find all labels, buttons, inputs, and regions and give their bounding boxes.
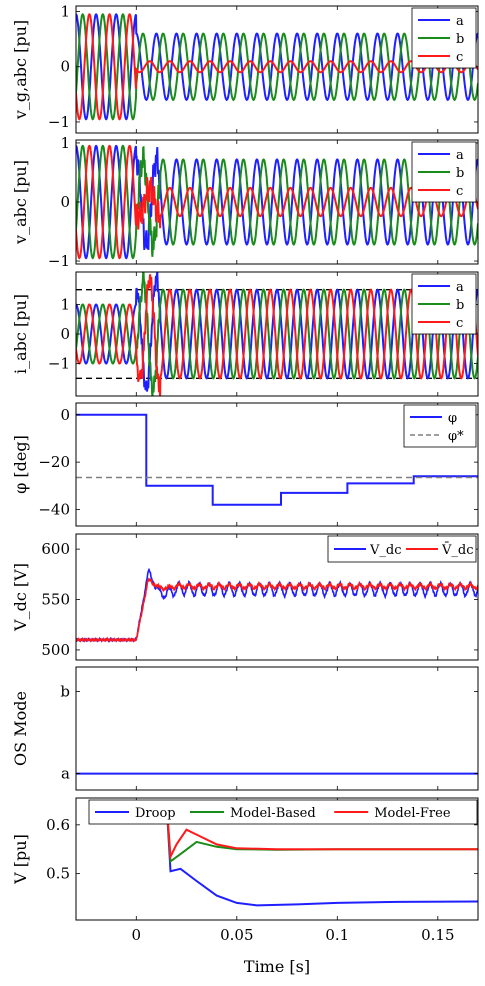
legend-label: φ* [448, 429, 464, 444]
plot-frame [75, 402, 479, 527]
y-tick-label: 0 [60, 406, 70, 424]
y-tick-label: b [60, 683, 70, 701]
series-Droop-line-0 [165, 800, 478, 907]
y-tick-label: 600 [41, 540, 70, 558]
plot-area [76, 144, 478, 260]
plot-area [76, 413, 478, 506]
series-b-line-1 [76, 13, 478, 121]
y-tick-label: −1 [48, 355, 70, 373]
y-axis-label-3: φ [deg] [11, 435, 30, 494]
panel-4: 500 550 600 V_dc V̄_dc [41, 533, 479, 661]
legend [88, 799, 478, 825]
y-tick-label: 0.6 [46, 816, 70, 834]
plot-frame [75, 666, 479, 791]
plot-area [76, 272, 478, 396]
panel-0: −1 0 1 abc [48, 3, 479, 134]
y-axis-label-4: V_dc [V] [11, 563, 30, 632]
legend [403, 404, 477, 448]
y-axis-label-1: v_abc [pu] [11, 160, 30, 245]
series--line-0 [76, 413, 478, 506]
plot-area [165, 800, 478, 907]
series-c-line-2 [76, 13, 478, 121]
plot-area [76, 13, 478, 121]
panel-5: ab [60, 666, 479, 791]
x-tick-label: 0.1 [325, 926, 349, 944]
y-tick-label: −1 [48, 252, 70, 270]
x-tick-label: 0 [132, 926, 142, 944]
legend-label: Model-Based [230, 806, 316, 821]
y-tick-label: a [61, 765, 70, 783]
series-ModelFree-line-2 [165, 800, 478, 861]
legend-label: c [456, 184, 463, 199]
x-tick-label: 0.05 [220, 926, 253, 944]
panel-6: 0.5 0.6 Droop Model-Based Model-Free [46, 797, 479, 921]
y-tick-label: 1 [60, 3, 70, 21]
series-c-line-2 [76, 144, 478, 260]
y-axis-label-2: i_abc [pu] [11, 294, 30, 374]
legend-label: a [456, 280, 464, 295]
x-tick-label: 0.15 [421, 926, 454, 944]
legend-label: a [456, 148, 464, 163]
x-axis-label: Time [s] [244, 957, 310, 976]
y-tick-label: −20 [38, 453, 70, 471]
legend-label: b [456, 166, 464, 181]
series-Vdc-line-0 [76, 567, 478, 643]
y-axis-label-5: OS Mode [11, 691, 30, 766]
legend-label: Droop [135, 806, 176, 821]
y-tick-label: 0.5 [46, 865, 70, 883]
plot-frame [75, 533, 479, 661]
series-Vdc-line-1 [76, 577, 478, 643]
legend-label: V_dc [369, 543, 402, 558]
y-tick-label: 500 [41, 641, 70, 659]
legend-label: a [456, 14, 464, 29]
y-tick-label: −40 [38, 500, 70, 518]
panel-2: −1 0 1 abc [48, 271, 479, 397]
legend-label: c [456, 50, 463, 65]
legend-label: V̄_dc [441, 542, 474, 558]
y-axis-label-6: V [pu] [11, 834, 30, 885]
y-tick-label: 0 [60, 325, 70, 343]
y-tick-label: 550 [41, 591, 70, 609]
y-tick-label: 1 [60, 295, 70, 313]
legend-label: Model-Free [374, 806, 451, 821]
y-tick-label: 0 [60, 58, 70, 76]
plot-area [76, 567, 478, 643]
y-tick-label: 1 [60, 134, 70, 152]
plot-frame [75, 797, 479, 921]
legend-label: c [456, 316, 463, 331]
y-tick-label: −1 [48, 113, 70, 131]
legend-label: b [456, 32, 464, 47]
panel-3: 0 −20 −40 φ φ* [38, 402, 479, 527]
legend-label: φ [448, 411, 457, 426]
panel-1: −1 0 1 abc [48, 134, 479, 270]
y-tick-label: 0 [60, 193, 70, 211]
legend-label: b [456, 298, 464, 313]
series-b-line-1 [76, 144, 478, 260]
series-c-line-2 [76, 274, 478, 396]
y-axis-label-0: v_g,abc [pu] [11, 20, 30, 120]
plot-frame [75, 5, 479, 134]
